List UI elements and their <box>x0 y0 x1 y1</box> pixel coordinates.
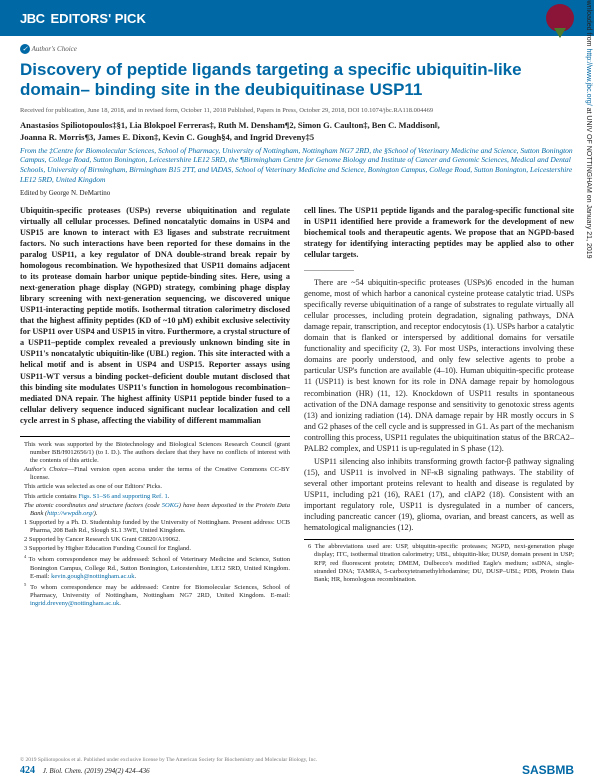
download-sidebar: Downloaded from http://www.jbc.org/ at U… <box>585 0 592 258</box>
footnote-pdb: The atomic coordinates and structure fac… <box>20 502 290 518</box>
abbreviations-footnote: 6 The abbreviations used are: USP, ubiqu… <box>304 539 574 584</box>
jbc-logo: JBC <box>20 11 45 26</box>
check-icon: ✓ <box>20 44 30 54</box>
footnotes-block: This work was supported by the Biotechno… <box>20 436 290 609</box>
editors-pick-label: EDITORS' PICK <box>51 11 146 26</box>
abstract-cont: cell lines. The USP11 peptide ligands an… <box>304 205 574 260</box>
publication-dates: Received for publication, June 18, 2018,… <box>0 105 594 116</box>
left-column: Ubiquitin-specific proteases (USPs) reve… <box>20 205 290 610</box>
edited-by: Edited by George N. DeMartino <box>0 187 594 205</box>
body-paragraph-2: USP11 silencing also inhibits transformi… <box>304 456 574 533</box>
abstract-text: Ubiquitin-specific proteases (USPs) reve… <box>20 205 290 426</box>
jbc-link[interactable]: http://www.jbc.org/ <box>585 48 592 105</box>
affiliations: From the ‡Centre for Biomolecular Scienc… <box>0 146 594 187</box>
award-badge-icon <box>546 4 574 32</box>
asbmb-logo: SASBMB <box>522 763 574 777</box>
authors-list: Anastasios Spiliotopoulos‡§1, Lia Blokpo… <box>0 116 594 146</box>
page-number: 424 <box>20 765 35 776</box>
footnote-5: 5 To whom correspondence may be addresse… <box>20 582 290 609</box>
authors-choice-label: ✓ Author's Choice <box>0 36 594 56</box>
article-title: Discovery of peptide ligands targeting a… <box>0 56 594 105</box>
footnote-2: 2 Supported by Cancer Research UK Grant … <box>20 536 290 544</box>
header-bar: JBC EDITORS' PICK <box>0 0 594 36</box>
footnote-license: Author's Choice—Final version open acces… <box>20 466 290 482</box>
header-left: JBC EDITORS' PICK <box>20 11 146 26</box>
footnote-3: 3 Supported by Higher Education Funding … <box>20 545 290 553</box>
footnote-1: 1 Supported by a Ph. D. Studentship fund… <box>20 519 290 535</box>
footnote-funding: This work was supported by the Biotechno… <box>20 441 290 465</box>
email-link-2[interactable]: ingrid.dreveny@nottingham.ac.uk <box>30 600 119 607</box>
body-paragraph-1: There are ~54 ubiquitin-specific proteas… <box>304 277 574 454</box>
page-footer: 424 J. Biol. Chem. (2019) 294(2) 424–436… <box>0 763 594 777</box>
email-link[interactable]: kevin.gough@nottingham.ac.uk <box>51 573 134 580</box>
footnote-4: 4 To whom correspondence may be addresse… <box>20 554 290 581</box>
footnote-editors-pick: This article was selected as one of our … <box>20 483 290 491</box>
citation: J. Biol. Chem. (2019) 294(2) 424–436 <box>43 767 150 775</box>
body-columns: Ubiquitin-specific proteases (USPs) reve… <box>0 205 594 610</box>
footnote-supplementary: This article contains Figs. S1–S6 and su… <box>20 493 290 501</box>
right-column: cell lines. The USP11 peptide ligands an… <box>304 205 574 610</box>
